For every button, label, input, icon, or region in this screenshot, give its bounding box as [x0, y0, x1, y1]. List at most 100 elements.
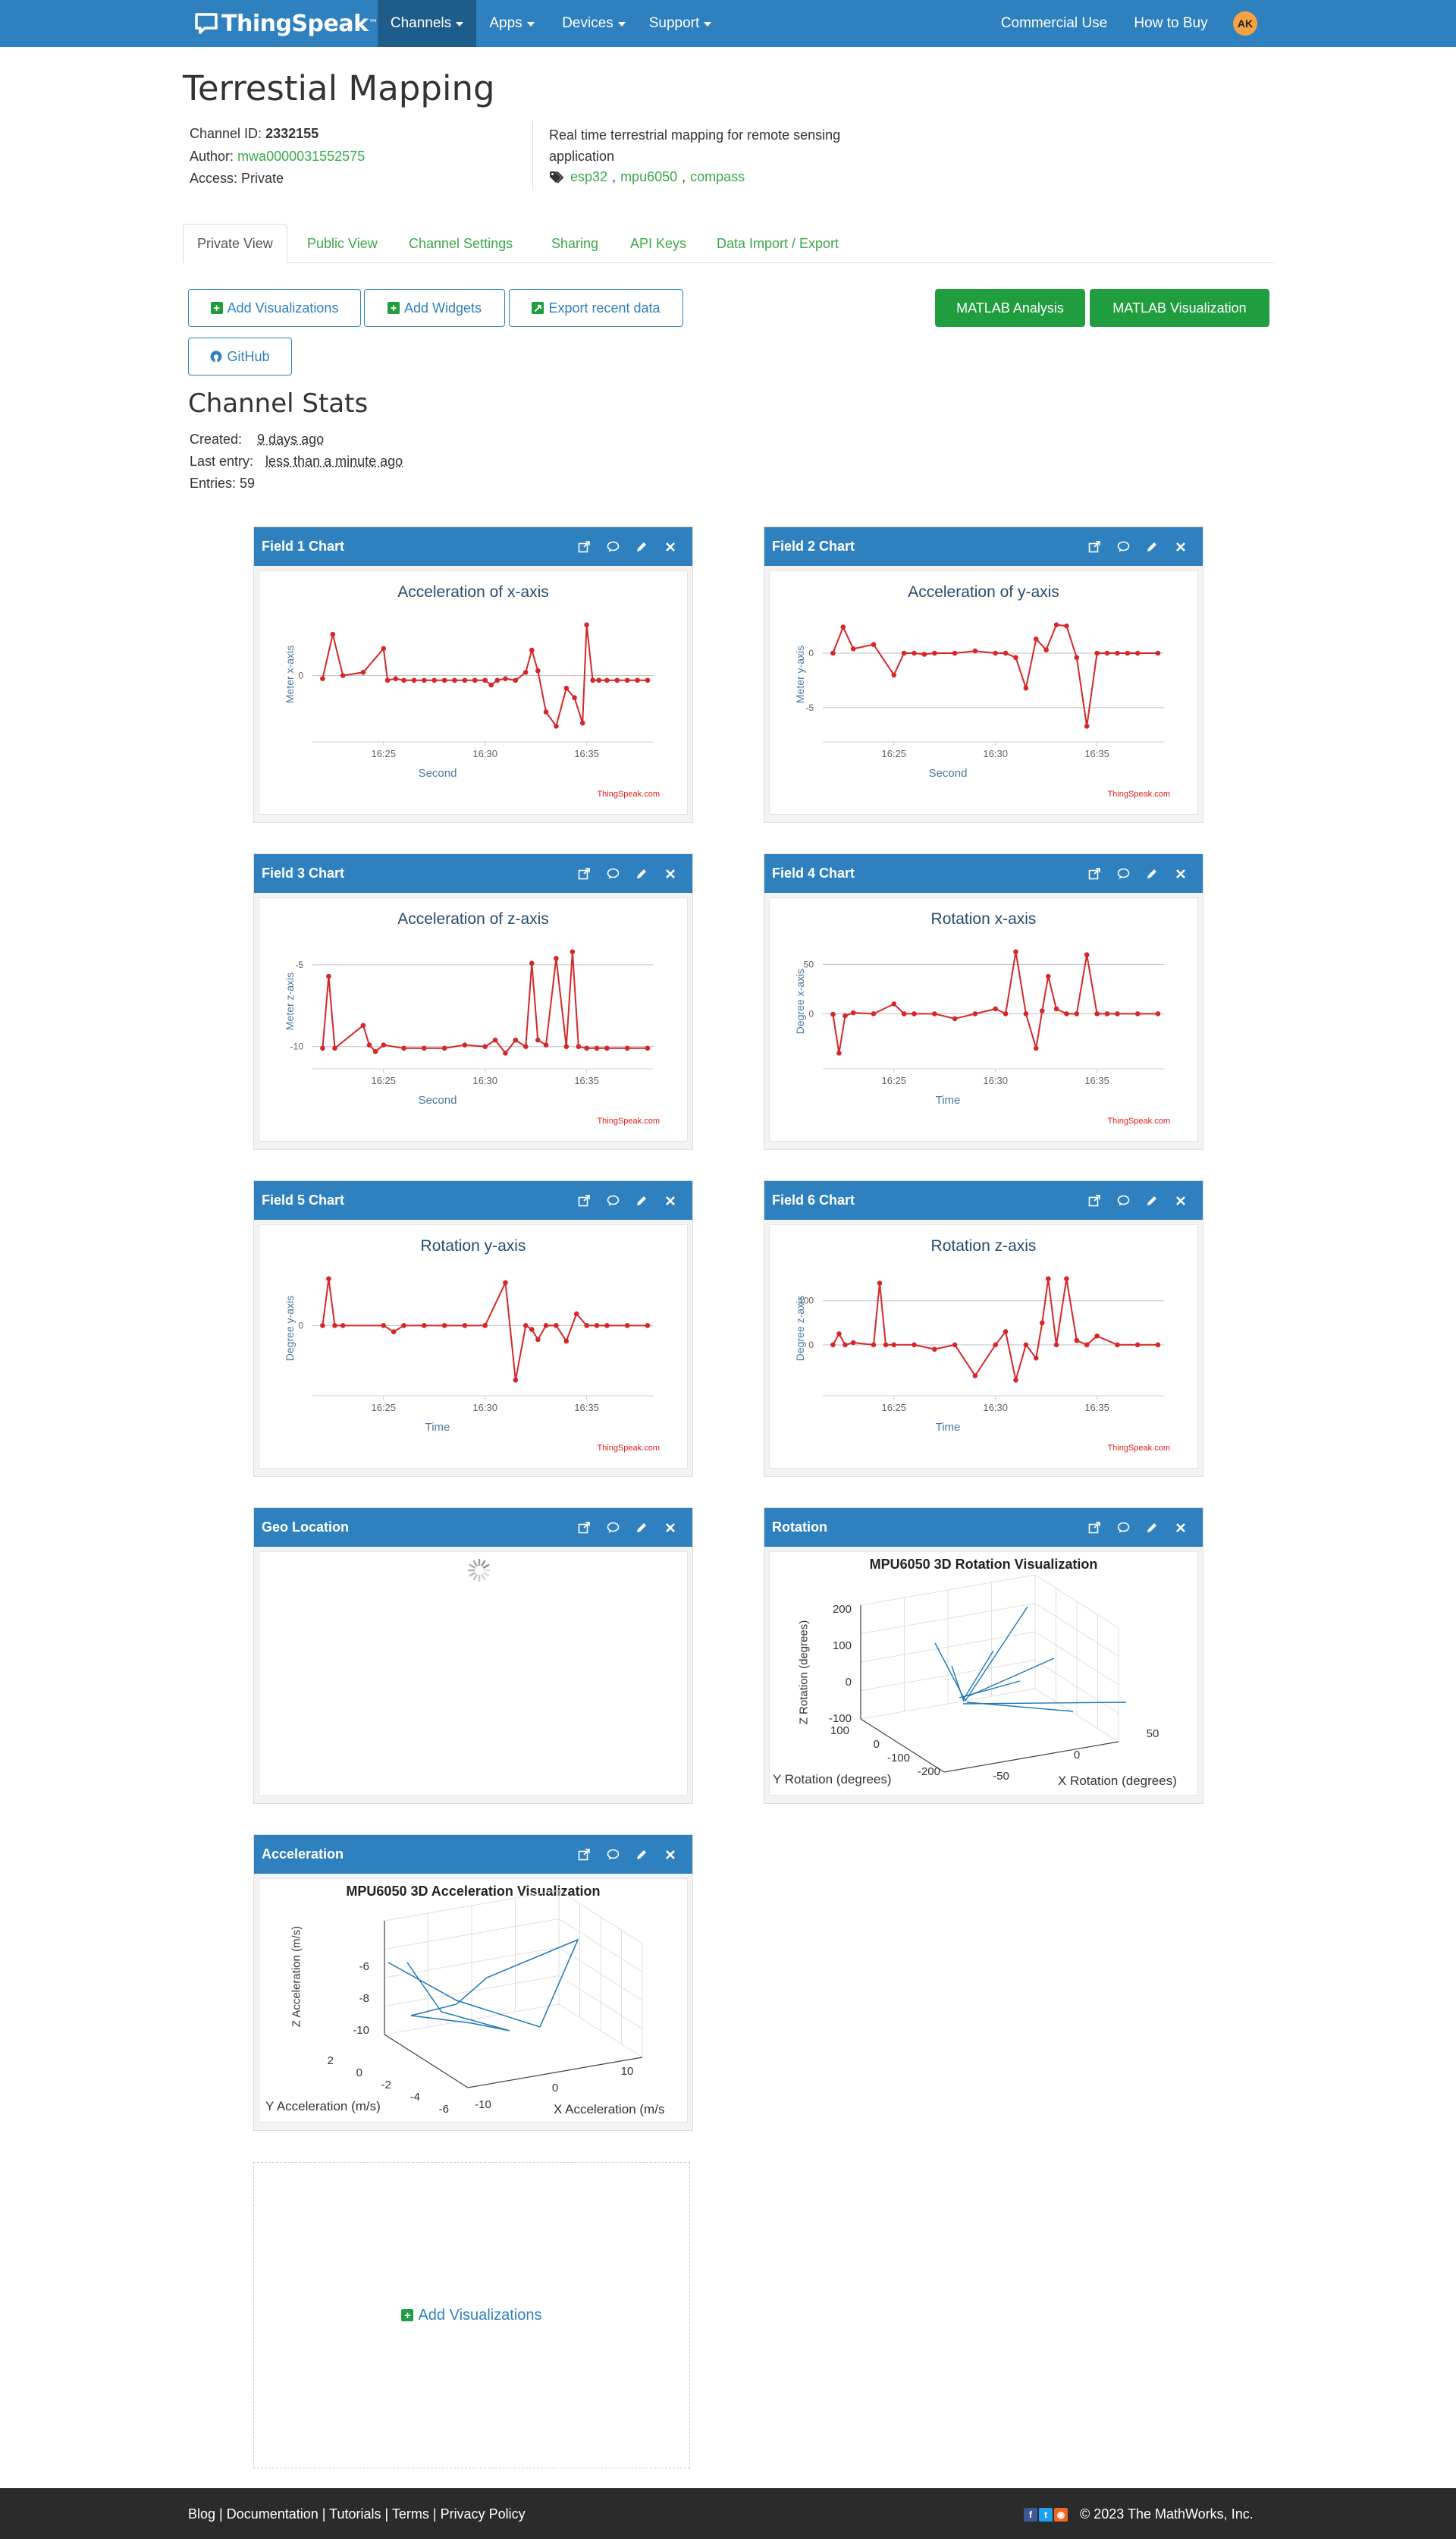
open-external-icon[interactable] [1087, 1521, 1101, 1535]
open-external-icon[interactable] [1087, 1194, 1101, 1208]
chart-credit[interactable]: ThingSpeak.com [597, 1117, 660, 1126]
tab-channel-settings[interactable]: Channel Settings [409, 235, 513, 251]
close-icon[interactable] [1174, 1194, 1188, 1208]
footer-link-blog[interactable]: Blog [188, 2506, 216, 2522]
close-icon[interactable] [1174, 540, 1188, 554]
chart-credit[interactable]: ThingSpeak.com [1107, 1444, 1170, 1453]
close-icon[interactable] [664, 1194, 677, 1208]
tab-api-keys[interactable]: API Keys [630, 235, 687, 251]
close-icon[interactable] [664, 1521, 677, 1535]
chart-credit[interactable]: ThingSpeak.com [1107, 790, 1170, 799]
footer-link-privacy-policy[interactable]: Privacy Policy [440, 2506, 526, 2522]
comment-icon[interactable] [606, 867, 620, 881]
chart-credit[interactable]: ThingSpeak.com [597, 1444, 660, 1453]
plus-icon: + [401, 2309, 414, 2321]
nav-how-to-buy[interactable]: How to Buy [1134, 15, 1208, 31]
open-external-icon[interactable] [1087, 540, 1101, 554]
data-point [1155, 650, 1161, 656]
comment-icon[interactable] [606, 1521, 620, 1535]
widget-header[interactable]: Field 2 Chart [764, 527, 1203, 566]
y-tick-label: -10 [290, 1042, 304, 1052]
tab-public-view[interactable]: Public View [307, 235, 378, 251]
open-external-icon[interactable] [577, 867, 591, 881]
close-icon[interactable] [1174, 1521, 1188, 1535]
close-icon[interactable] [664, 1848, 677, 1862]
footer-link-terms[interactable]: Terms [391, 2506, 429, 2522]
widget-header[interactable]: Geo Location [254, 1508, 692, 1547]
comment-icon[interactable] [1116, 1194, 1130, 1208]
thingspeak-logo[interactable]: ThingSpeak ™ [194, 0, 378, 47]
pencil-icon[interactable] [635, 540, 648, 554]
tab-private-view[interactable]: Private View [183, 224, 287, 263]
comment-icon[interactable] [1116, 1521, 1130, 1535]
widget-header[interactable]: Field 6 Chart [764, 1181, 1203, 1220]
data-point [488, 682, 494, 688]
nav-apps[interactable]: Apps [478, 0, 546, 47]
z-tick-label: 200 [833, 1603, 852, 1616]
z-tick-label: -6 [359, 1960, 369, 1973]
tab-data-import-export[interactable]: Data Import / Export [717, 235, 839, 251]
data-point [584, 1045, 589, 1051]
footer-link-documentation[interactable]: Documentation [226, 2506, 318, 2522]
comment-icon[interactable] [606, 1194, 620, 1208]
github-button[interactable]: GitHub [188, 338, 292, 376]
pencil-icon[interactable] [1145, 1194, 1159, 1208]
data-point [850, 1340, 856, 1346]
add-visualizations-placeholder[interactable]: + Add Visualizations [253, 2162, 690, 2468]
data-point [1064, 1011, 1069, 1017]
comment-icon[interactable] [606, 540, 620, 554]
add-widgets-button[interactable]: + Add Widgets [364, 289, 505, 327]
open-external-icon[interactable] [577, 1848, 591, 1862]
twitter-icon[interactable]: t [1039, 2507, 1053, 2522]
matlab-visualization-button[interactable]: MATLAB Visualization [1090, 289, 1269, 327]
widget-header[interactable]: Rotation [764, 1508, 1203, 1547]
comment-icon[interactable] [606, 1848, 620, 1862]
close-icon[interactable] [664, 867, 677, 881]
x-tick-label: 16:35 [574, 1402, 599, 1413]
tag-mpu6050[interactable]: mpu6050 [620, 169, 678, 184]
nav-channels[interactable]: Channels [378, 0, 476, 47]
data-point [594, 1045, 600, 1051]
widget-header[interactable]: Field 3 Chart [254, 854, 692, 893]
pencil-icon[interactable] [1145, 540, 1159, 554]
footer-link-tutorials[interactable]: Tutorials [329, 2506, 381, 2522]
open-external-icon[interactable] [577, 540, 591, 554]
open-external-icon[interactable] [577, 1194, 591, 1208]
data-point [843, 1013, 848, 1019]
export-recent-data-button[interactable]: ↗ Export recent data [509, 289, 683, 327]
open-external-icon[interactable] [577, 1521, 591, 1535]
pencil-icon[interactable] [1145, 867, 1159, 881]
widget-header[interactable]: Field 5 Chart [254, 1181, 692, 1220]
data-point [1064, 623, 1069, 629]
pencil-icon[interactable] [1145, 1521, 1159, 1535]
matlab-analysis-button[interactable]: MATLAB Analysis [935, 289, 1085, 327]
tag-compass[interactable]: compass [690, 169, 745, 184]
add-visualizations-button[interactable]: + Add Visualizations [188, 289, 361, 327]
avatar[interactable]: AK [1233, 11, 1257, 36]
chart-credit[interactable]: ThingSpeak.com [597, 790, 660, 799]
tag-esp32[interactable]: esp32 [570, 169, 608, 184]
chart-credit[interactable]: ThingSpeak.com [1107, 1117, 1170, 1126]
widget-header[interactable]: Acceleration [254, 1835, 692, 1874]
comment-icon[interactable] [1116, 540, 1130, 554]
nav-devices[interactable]: Devices [552, 0, 635, 47]
rss-icon[interactable]: ◉ [1054, 2507, 1068, 2522]
y-tick-label: 0 [298, 671, 303, 681]
pencil-icon[interactable] [635, 1521, 648, 1535]
close-icon[interactable] [1174, 867, 1188, 881]
data-point [952, 1342, 958, 1348]
comment-icon[interactable] [1116, 867, 1130, 881]
open-external-icon[interactable] [1087, 867, 1101, 881]
pencil-icon[interactable] [635, 1848, 648, 1862]
author-link[interactable]: mwa0000031552575 [237, 149, 366, 164]
close-icon[interactable] [664, 540, 677, 554]
widget-header[interactable]: Field 1 Chart [254, 527, 692, 566]
widget-title: Geo Location [262, 1519, 350, 1535]
widget-header[interactable]: Field 4 Chart [764, 854, 1203, 893]
tab-sharing[interactable]: Sharing [551, 235, 599, 251]
facebook-icon[interactable]: f [1024, 2507, 1037, 2522]
nav-support[interactable]: Support [642, 0, 719, 47]
pencil-icon[interactable] [635, 867, 648, 881]
nav-commercial-use[interactable]: Commercial Use [1000, 15, 1108, 31]
pencil-icon[interactable] [635, 1194, 648, 1208]
